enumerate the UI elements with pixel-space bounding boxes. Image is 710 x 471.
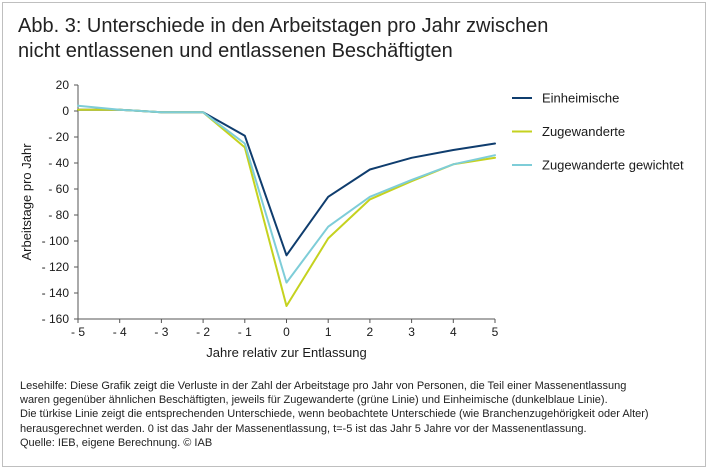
figure-frame xyxy=(2,2,706,467)
chart-title: Abb. 3: Unterschiede in den Arbeitstagen… xyxy=(18,14,618,64)
chart-notes: Lesehilfe: Diese Grafik zeigt die Verlus… xyxy=(20,379,690,450)
x-tick-label: 1 xyxy=(325,325,332,339)
y-tick-label: - 140 xyxy=(42,286,70,300)
y-tick-label: - 120 xyxy=(42,260,70,274)
y-tick-label: - 80 xyxy=(48,208,69,222)
note-line-1: Lesehilfe: Diese Grafik zeigt die Verlus… xyxy=(20,380,627,392)
series-line-1 xyxy=(77,108,496,257)
note-line-3: Die türkise Linie zeigt die entsprechend… xyxy=(20,408,649,421)
chart-series xyxy=(77,104,496,307)
x-tick-label: - 1 xyxy=(238,325,252,339)
x-tick-label: 5 xyxy=(492,325,499,339)
y-tick-label: - 60 xyxy=(48,182,69,196)
source-line: Quelle: IEB, eigene Berechnung. © IAB xyxy=(20,436,213,449)
y-tick-label: - 100 xyxy=(42,234,70,248)
series-line-3 xyxy=(77,104,496,284)
note-line-4: herausgerechnet werden. 0 ist das Jahr d… xyxy=(20,422,587,435)
y-tick-label: - 40 xyxy=(48,156,69,170)
chart-title-line-2: nicht entlassenen und entlassenen Beschä… xyxy=(18,40,453,62)
chart-title-line-1: Abb. 3: Unterschiede in den Arbeitstagen… xyxy=(18,15,549,37)
x-tick-label: 3 xyxy=(408,325,415,339)
x-tick-label: - 4 xyxy=(113,325,127,339)
x-tick-label: 0 xyxy=(283,325,290,339)
y-tick-label: 20 xyxy=(56,78,70,92)
x-tick-label: 2 xyxy=(367,325,374,339)
y-axis-title: Arbeitstage pro Jahr xyxy=(19,143,34,261)
x-tick-label: - 2 xyxy=(196,325,210,339)
y-tick-label: - 160 xyxy=(42,312,70,326)
x-tick-label: - 3 xyxy=(154,325,168,339)
x-tick-label: - 5 xyxy=(71,325,85,339)
series-line-2 xyxy=(77,108,496,307)
chart-axes: 200- 20- 40- 60- 80- 100- 120- 140- 160-… xyxy=(19,78,499,360)
legend-label-3: Zugewanderte gewichtet xyxy=(542,158,684,173)
y-tick-label: 0 xyxy=(62,104,69,118)
y-tick-label: - 20 xyxy=(48,130,69,144)
legend-label-1: Einheimische xyxy=(542,91,619,106)
x-tick-label: 4 xyxy=(450,325,457,339)
chart-legend: Einheimische Zugewanderte Zugewanderte gew… xyxy=(512,91,684,173)
x-axis-title: Jahre relativ zur Entlassung xyxy=(206,345,366,360)
legend-label-2: Zugewanderte xyxy=(542,124,625,139)
note-line-2: waren gegenüber ähnlichen Beschäftigten,… xyxy=(20,394,608,407)
